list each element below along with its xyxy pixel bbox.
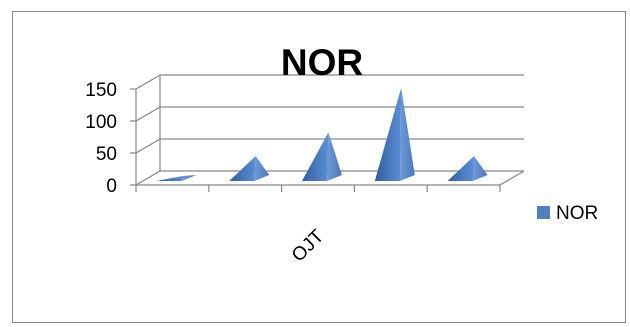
chart-title: NOR bbox=[281, 42, 363, 83]
pyramid-bar bbox=[156, 175, 197, 181]
gridline-side bbox=[135, 170, 161, 186]
y-tick-label: 50 bbox=[96, 144, 117, 165]
pyramid-face-front bbox=[229, 156, 256, 181]
pyramid-face-front bbox=[447, 156, 474, 181]
pyramid-face-front bbox=[374, 87, 402, 181]
x-category-label: OJT bbox=[288, 226, 329, 267]
y-tick-label: 100 bbox=[85, 112, 117, 133]
y-axis-ticks: 0 50 100 150 bbox=[85, 80, 136, 197]
pyramid-face-side bbox=[181, 175, 197, 181]
pyramid-bar bbox=[374, 87, 415, 181]
gridline-side bbox=[135, 74, 161, 90]
pyramid-bar bbox=[302, 132, 342, 181]
y-tick-label: 0 bbox=[106, 176, 117, 197]
pyramid-face-front bbox=[302, 132, 329, 181]
pyramid-bar bbox=[229, 156, 270, 181]
legend-swatch bbox=[537, 206, 550, 219]
chart-marks bbox=[156, 87, 488, 181]
x-axis: OJT bbox=[135, 185, 501, 267]
gridline-side bbox=[135, 106, 161, 122]
pyramid-face-side bbox=[254, 156, 270, 181]
pyramid-face-side bbox=[472, 156, 488, 181]
legend-label: NOR bbox=[556, 203, 598, 224]
legend: NOR bbox=[537, 203, 598, 224]
floor-right-edge bbox=[499, 170, 525, 186]
pyramid-face-side bbox=[400, 87, 415, 181]
gridline-side bbox=[135, 138, 161, 154]
y-tick-label: 150 bbox=[85, 80, 117, 101]
pyramid-face-front bbox=[156, 176, 183, 181]
pyramid-bar bbox=[447, 156, 488, 181]
pyramid-face-side bbox=[327, 132, 342, 181]
